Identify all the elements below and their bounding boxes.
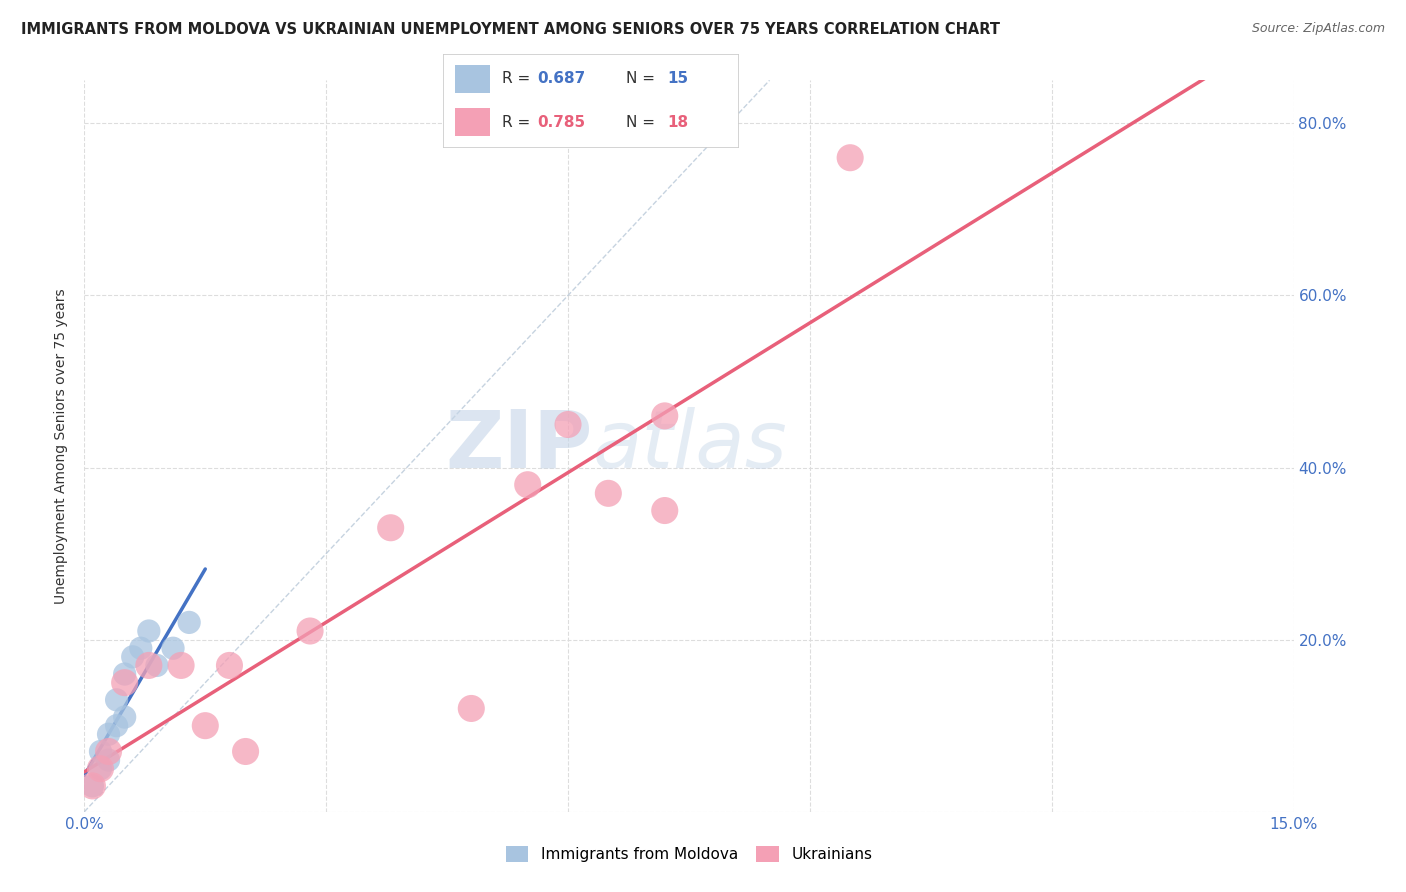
Point xyxy=(97,744,120,758)
Bar xyxy=(454,108,491,136)
Point xyxy=(138,624,160,638)
Point xyxy=(89,744,111,758)
Point xyxy=(121,649,143,664)
Point xyxy=(516,477,538,491)
Point xyxy=(179,615,201,630)
Legend: Immigrants from Moldova, Ukrainians: Immigrants from Moldova, Ukrainians xyxy=(498,838,880,870)
Text: Source: ZipAtlas.com: Source: ZipAtlas.com xyxy=(1251,22,1385,36)
Point xyxy=(299,624,322,638)
Point xyxy=(218,658,240,673)
Text: 0.785: 0.785 xyxy=(537,115,585,130)
Point xyxy=(146,658,169,673)
Text: atlas: atlas xyxy=(592,407,787,485)
Point xyxy=(114,675,136,690)
Point xyxy=(129,641,152,656)
Text: 18: 18 xyxy=(668,115,689,130)
Point xyxy=(654,503,676,517)
Text: N =: N = xyxy=(626,115,659,130)
Point xyxy=(138,658,160,673)
Point xyxy=(105,693,128,707)
Point xyxy=(598,486,620,500)
Point xyxy=(557,417,579,432)
Point xyxy=(839,151,862,165)
Text: 15: 15 xyxy=(668,70,689,86)
Point xyxy=(380,521,402,535)
Point xyxy=(114,667,136,681)
Text: R =: R = xyxy=(502,70,536,86)
Bar xyxy=(454,65,491,93)
Text: IMMIGRANTS FROM MOLDOVA VS UKRAINIAN UNEMPLOYMENT AMONG SENIORS OVER 75 YEARS CO: IMMIGRANTS FROM MOLDOVA VS UKRAINIAN UNE… xyxy=(21,22,1000,37)
Text: 0.687: 0.687 xyxy=(537,70,586,86)
Point xyxy=(82,779,104,793)
Point xyxy=(89,762,111,776)
Point xyxy=(82,779,104,793)
Point xyxy=(97,753,120,767)
Point xyxy=(235,744,257,758)
Point xyxy=(194,719,217,733)
Text: N =: N = xyxy=(626,70,659,86)
Point xyxy=(97,727,120,741)
Point xyxy=(654,409,676,423)
Point xyxy=(170,658,193,673)
Y-axis label: Unemployment Among Seniors over 75 years: Unemployment Among Seniors over 75 years xyxy=(55,288,69,604)
Point xyxy=(460,701,482,715)
Point xyxy=(105,719,128,733)
Point xyxy=(114,710,136,724)
Point xyxy=(162,641,184,656)
Text: R =: R = xyxy=(502,115,536,130)
Text: ZIP: ZIP xyxy=(444,407,592,485)
Point xyxy=(89,762,111,776)
